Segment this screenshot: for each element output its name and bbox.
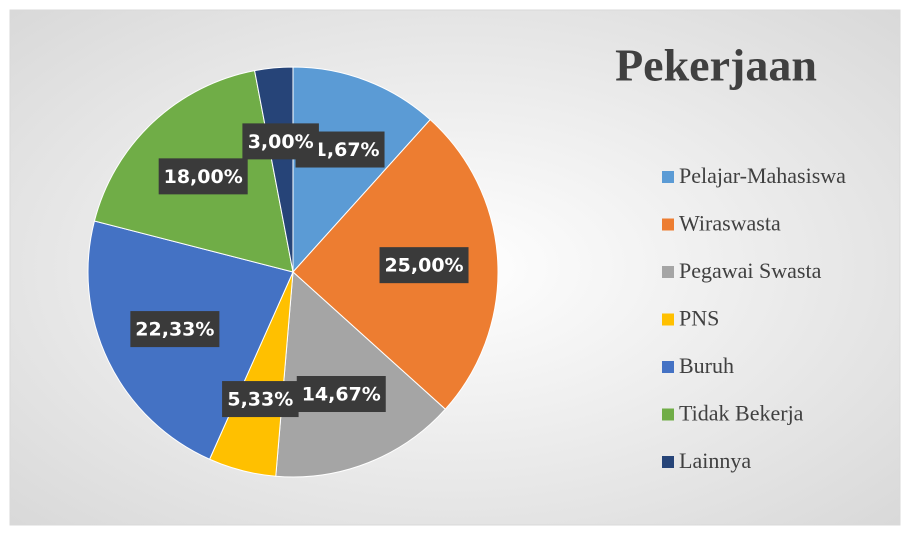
data-label: 11,67% bbox=[300, 139, 379, 161]
data-label: 22,33% bbox=[135, 319, 214, 341]
data-label-box bbox=[158, 158, 248, 195]
chart-title: Pekerjaan bbox=[615, 40, 817, 91]
pie-slice bbox=[292, 66, 431, 274]
legend-swatch bbox=[662, 361, 674, 373]
data-label-box bbox=[379, 247, 469, 284]
data-label-box bbox=[222, 381, 299, 418]
legend-swatch bbox=[662, 313, 674, 326]
data-label-box bbox=[130, 311, 220, 348]
data-label: 3,00% bbox=[248, 131, 314, 153]
data-label-box bbox=[242, 123, 319, 160]
legend-label: Tidak Bekerja bbox=[679, 401, 804, 426]
legend-swatch bbox=[662, 266, 674, 278]
legend-label: PNS bbox=[679, 306, 719, 331]
legend-label: Buruh bbox=[679, 353, 734, 378]
legend-label: Lainnya bbox=[679, 448, 751, 473]
legend-swatch bbox=[662, 408, 674, 421]
legend-label: Pegawai Swasta bbox=[679, 258, 822, 283]
data-label: 25,00% bbox=[384, 255, 463, 277]
data-label: 5,33% bbox=[227, 389, 293, 411]
legend-swatch bbox=[662, 456, 674, 468]
legend-swatch bbox=[662, 218, 674, 231]
legend-swatch bbox=[662, 171, 674, 183]
data-label: 18,00% bbox=[164, 166, 243, 188]
legend-label: Pelajar-Mahasiswa bbox=[679, 163, 846, 188]
data-label-box bbox=[296, 376, 386, 413]
pie-slice bbox=[275, 270, 447, 478]
legend-label: Wiraswasta bbox=[679, 211, 781, 236]
data-label: 14,67% bbox=[302, 384, 381, 406]
pie-slice bbox=[254, 66, 294, 273]
